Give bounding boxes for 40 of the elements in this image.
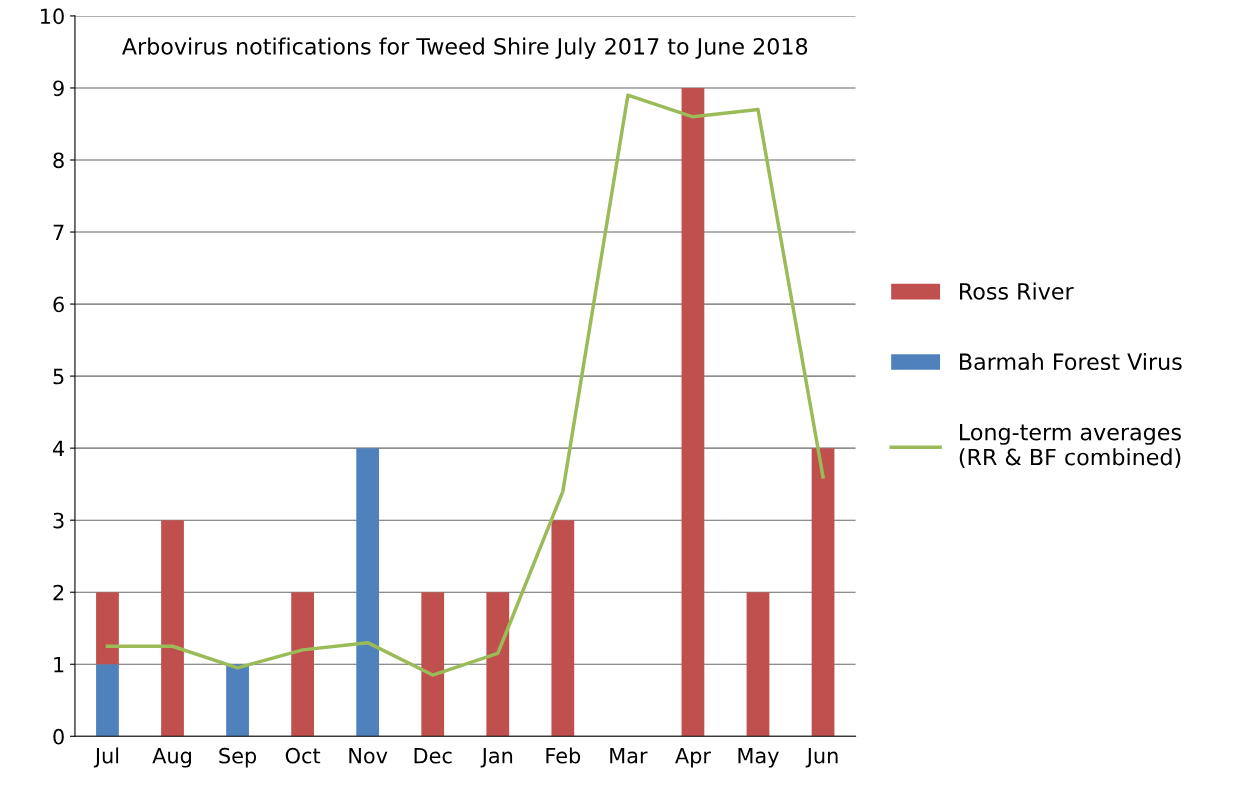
y-tick-label: 2: [53, 584, 64, 601]
y-tick-label: 8: [53, 152, 64, 169]
bar: [96, 664, 119, 737]
text: Arbovirus notifications for Tweed Shire July 2017 to June 2018: [122, 37, 808, 60]
x-tick-label: Jul: [93, 747, 119, 768]
bar: [226, 664, 249, 737]
x-tick-label: Aug: [152, 748, 191, 768]
legend-label: Long-term averages (RR & BF combined): [959, 423, 1181, 469]
bar: [551, 520, 575, 737]
y-tick-label: 5: [53, 368, 64, 385]
bar: [291, 592, 315, 737]
y-tick-label: 6: [53, 296, 64, 313]
x-tick-label: Sep: [219, 747, 257, 768]
x-tick-label: Mar: [610, 748, 648, 764]
y-tick-label: 3: [53, 512, 64, 529]
x-tick-label: Nov: [349, 748, 388, 764]
bar: [421, 592, 445, 737]
legend-label: Ross River: [960, 282, 1074, 300]
bar: [486, 592, 510, 737]
x-tick-label: Oct: [285, 747, 321, 764]
y-tick-label: 4: [52, 440, 65, 457]
legend-label: Barmah Forest Virus: [960, 352, 1182, 371]
bar: [681, 87, 705, 737]
bar: [746, 592, 770, 737]
y-tick-label: 0: [53, 728, 64, 745]
bar: [161, 520, 184, 737]
y-tick-label: 7: [53, 224, 64, 240]
bar: [356, 448, 380, 737]
y-tick-label: 9: [53, 80, 64, 97]
y-tick-label: 10: [41, 8, 64, 25]
x-tick-label: Dec: [414, 748, 452, 764]
bar: [811, 448, 835, 737]
x-tick-label: May: [738, 748, 779, 768]
x-tick-label: Apr: [675, 748, 711, 768]
x-tick-label: Jun: [805, 748, 838, 768]
x-tick-label: Feb: [546, 747, 581, 764]
y-tick-label: 1: [54, 656, 64, 673]
x-tick-label: Jan: [480, 748, 513, 768]
line-series: [105, 93, 825, 677]
bar: [96, 592, 119, 665]
